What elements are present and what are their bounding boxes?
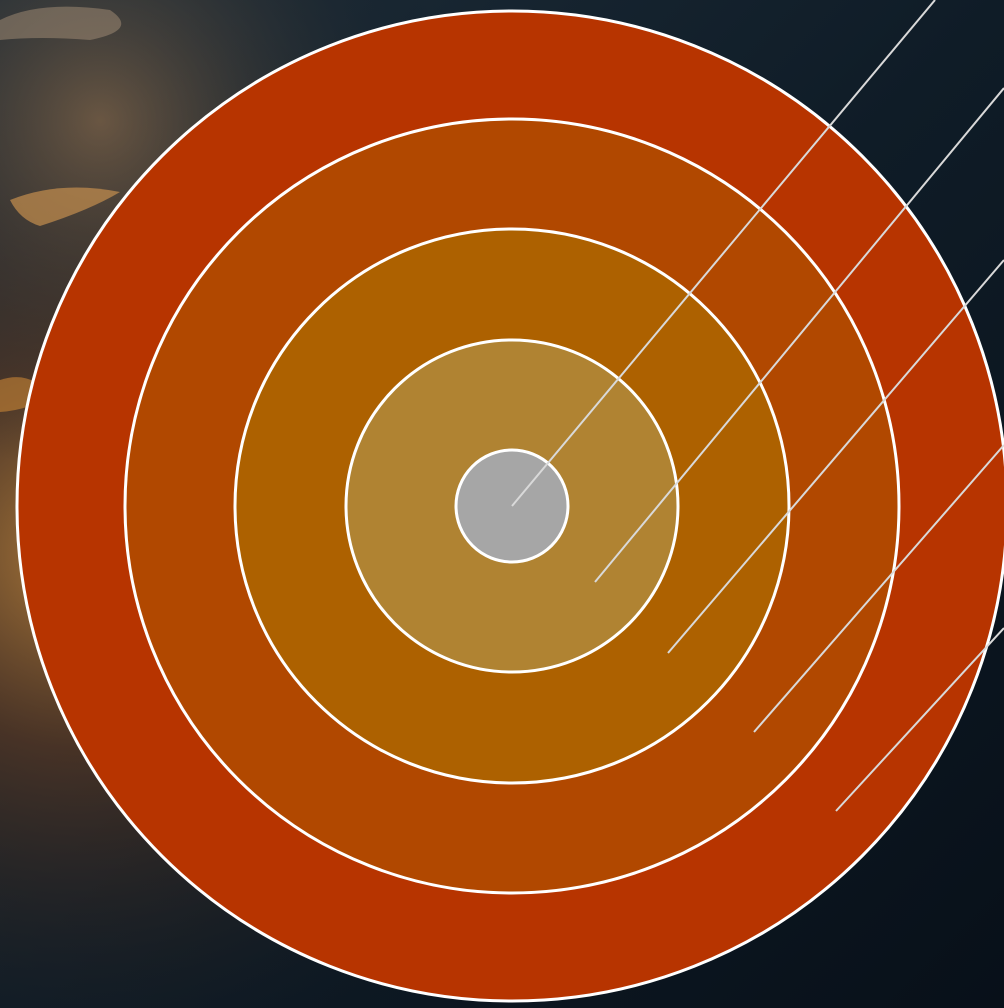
leader-line-4	[753, 444, 1004, 733]
leader-line-1	[511, 0, 936, 507]
leader-line-2	[594, 87, 1004, 583]
rings-group	[15, 9, 1004, 1003]
leader-lines-group	[511, 0, 1004, 812]
leader-line-3	[667, 259, 1004, 654]
leader-line-5	[835, 627, 1004, 812]
